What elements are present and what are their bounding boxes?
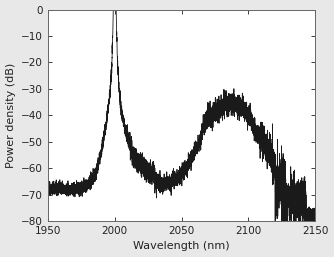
Y-axis label: Power density (dB): Power density (dB) — [6, 63, 16, 168]
X-axis label: Wavelength (nm): Wavelength (nm) — [133, 241, 230, 251]
